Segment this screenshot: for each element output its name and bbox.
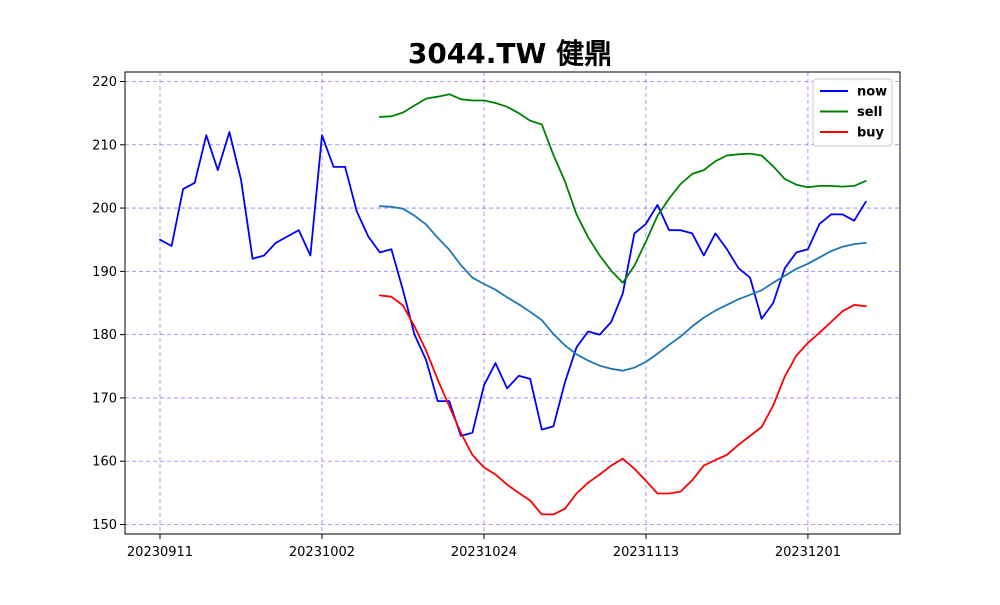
series-line-sell xyxy=(378,93,867,284)
series-line-buy xyxy=(378,294,867,516)
y-tick-label: 160 xyxy=(92,455,117,470)
plot-frame xyxy=(124,71,901,535)
x-tick-label: 20230911 xyxy=(127,545,193,560)
legend-box xyxy=(812,78,893,147)
x-tick-label: 20231024 xyxy=(451,545,517,560)
legend-label-now: now xyxy=(857,85,887,100)
legend: now sell buy xyxy=(812,78,893,147)
grid xyxy=(125,72,900,534)
y-tick-label: 190 xyxy=(92,265,117,280)
series-lines xyxy=(159,93,867,516)
y-tick-label: 180 xyxy=(92,328,117,343)
x-tick-label: 20231113 xyxy=(613,545,679,560)
y-tick-label: 210 xyxy=(92,138,117,153)
y-tick-label: 200 xyxy=(92,202,117,217)
series-line-now xyxy=(159,131,867,437)
legend-label-buy: buy xyxy=(857,126,885,141)
chart-title: 3044.TW 健鼎 xyxy=(408,37,612,70)
axes: 150 160 170 180 190 200 210 220 20230911 20231002… xyxy=(92,75,841,560)
y-tick-label: 170 xyxy=(92,391,117,406)
x-tick-label: 20231201 xyxy=(775,545,841,560)
series-line-average xyxy=(378,205,867,372)
x-tick-label: 20231002 xyxy=(289,545,355,560)
legend-label-sell: sell xyxy=(857,105,882,120)
y-tick-label: 150 xyxy=(92,518,117,533)
y-tick-label: 220 xyxy=(92,75,117,90)
